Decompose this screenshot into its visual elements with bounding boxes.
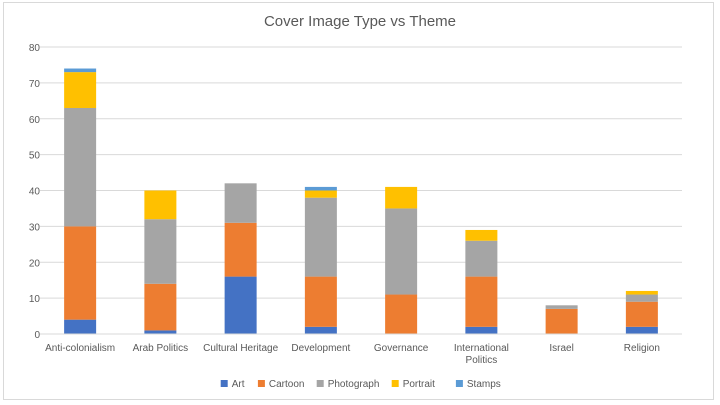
bar-segment-stamps: [64, 68, 97, 73]
bar-segment-photograph: [304, 197, 337, 277]
legend-label: Photograph: [328, 379, 380, 390]
x-tick-label: Cultural Heritage: [203, 343, 278, 354]
legend-label: Art: [232, 379, 245, 390]
legend-label: Stamps: [467, 379, 501, 390]
y-tick-label: 20: [29, 258, 41, 269]
y-tick-label: 70: [29, 79, 41, 90]
legend-swatch-cartoon: [257, 380, 265, 387]
legend-swatch-stamps: [455, 380, 463, 387]
x-tick-label: Israel: [549, 343, 573, 354]
bars: [64, 68, 658, 334]
bar-segment-art: [64, 319, 97, 334]
bar-segment-cartoon: [144, 283, 177, 331]
axes: 0 10 20 30 40 50 60 70 80 Anti-colonialism Arab Po…: [29, 43, 682, 366]
bar-segment-portrait: [385, 186, 418, 209]
gridlines: [40, 46, 682, 299]
legend-swatch-art: [220, 380, 228, 387]
x-tick-label: Anti-colonialism: [45, 343, 115, 354]
bar-segment-photograph: [385, 208, 418, 295]
bar-segment-portrait: [64, 72, 97, 108]
bar-segment-cartoon: [304, 276, 337, 327]
bar-segment-art: [224, 276, 257, 334]
bar-segment-cartoon: [385, 294, 418, 334]
legend: Art Cartoon Photograph Portrait Stamps: [220, 379, 501, 390]
bar-segment-cartoon: [224, 222, 257, 277]
bar-segment-art: [625, 326, 658, 334]
x-tick-label: Arab Politics: [133, 343, 189, 354]
y-tick-label: 40: [29, 187, 41, 198]
bar-segment-art: [144, 330, 177, 334]
bar-segment-photograph: [144, 219, 177, 284]
bar-segment-cartoon: [64, 226, 97, 320]
bar-segment-cartoon: [465, 276, 498, 327]
x-tick-label: Development: [291, 343, 350, 354]
x-tick-label: Religion: [624, 343, 660, 354]
bar-segment-photograph: [625, 294, 658, 302]
bar-segment-photograph: [465, 240, 498, 277]
bar-segment-photograph: [545, 305, 578, 309]
y-tick-label: 30: [29, 222, 41, 233]
bar-segment-stamps: [304, 186, 337, 191]
bar-segment-portrait: [144, 190, 177, 220]
y-tick-label: 0: [34, 330, 40, 341]
bar-segment-photograph: [224, 183, 257, 223]
y-tick-label: 50: [29, 151, 41, 162]
chart-frame: [3, 2, 714, 400]
legend-label: Portrait: [403, 379, 435, 390]
bar-segment-portrait: [304, 190, 337, 198]
bar-segment-portrait: [465, 229, 498, 241]
y-tick-label: 80: [29, 43, 41, 54]
y-tick-label: 10: [29, 294, 41, 305]
legend-swatch-photograph: [316, 380, 324, 387]
bar-segment-art: [304, 326, 337, 334]
bar-segment-art: [465, 326, 498, 334]
bar-segment-cartoon: [545, 308, 578, 334]
x-tick-label: International Politics: [454, 343, 509, 366]
bar-segment-cartoon: [625, 301, 658, 327]
bar-segment-portrait: [625, 290, 658, 295]
legend-label: Cartoon: [269, 379, 305, 390]
y-tick-label: 60: [29, 115, 41, 126]
x-tick-label: Governance: [374, 343, 429, 354]
chart-title: Cover Image Type vs Theme: [264, 13, 456, 30]
bar-segment-photograph: [64, 107, 97, 227]
legend-swatch-portrait: [391, 380, 399, 387]
